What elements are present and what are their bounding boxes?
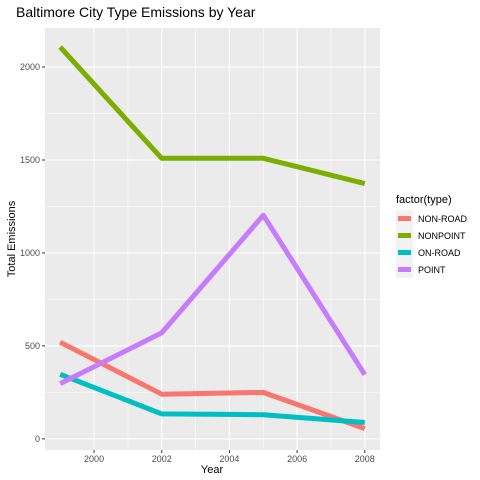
plot-panel — [45, 28, 380, 450]
series-line-non-road — [59, 339, 366, 431]
y-tick-label: 2000 — [20, 62, 40, 72]
chart-title: Baltimore City Type Emissions by Year — [16, 4, 256, 20]
series-line-point — [59, 212, 367, 386]
legend-label: POINT — [418, 265, 446, 275]
x-tick-label: 2002 — [152, 454, 172, 464]
minor-gridlines — [45, 28, 380, 450]
legend-title: factor(type) — [396, 194, 452, 206]
y-tick-label: 0 — [35, 434, 40, 444]
x-tick-label: 2008 — [355, 454, 375, 464]
y-tick-label: 500 — [25, 341, 40, 351]
x-axis-label: Year — [201, 464, 224, 476]
series-line-nonpoint — [58, 45, 366, 187]
major-gridlines — [45, 28, 380, 450]
y-tick-label: 1000 — [20, 248, 40, 258]
y-axis-label: Total Emissions — [6, 200, 18, 277]
legend: factor(type) NON-ROAD NONPOINT ON-ROAD POIN… — [396, 194, 467, 278]
x-tick-label: 2006 — [287, 454, 307, 464]
series-lines — [58, 45, 367, 431]
series-line-on-road — [59, 371, 365, 425]
legend-label: NON-ROAD — [418, 214, 467, 224]
x-tick-label: 2004 — [219, 454, 239, 464]
legend-label: ON-ROAD — [418, 248, 461, 258]
x-tick-label: 2000 — [84, 454, 104, 464]
y-tick-label: 1500 — [20, 155, 40, 165]
legend-label: NONPOINT — [418, 231, 466, 241]
axis-ticks: 2000 2002 2004 2006 2008 0 500 1000 1500 2000 — [20, 62, 375, 464]
